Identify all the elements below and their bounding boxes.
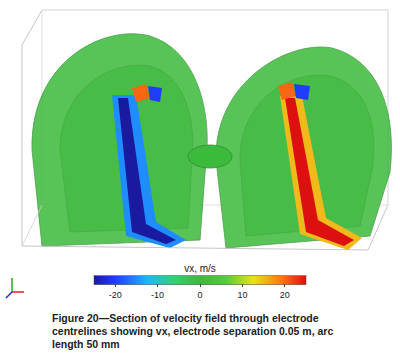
html-text:Figure 20—Section of velocity: Figure 20—Section of velocity field thro… xyxy=(52,312,334,350)
svg-text:10: 10 xyxy=(237,290,247,300)
svg-text:-20: -20 xyxy=(109,290,122,300)
svg-text:20: 20 xyxy=(280,290,290,300)
svg-text:0: 0 xyxy=(197,290,202,300)
svg-text:vx, m/s: vx, m/s xyxy=(184,263,216,274)
svg-text:-10: -10 xyxy=(151,290,164,300)
